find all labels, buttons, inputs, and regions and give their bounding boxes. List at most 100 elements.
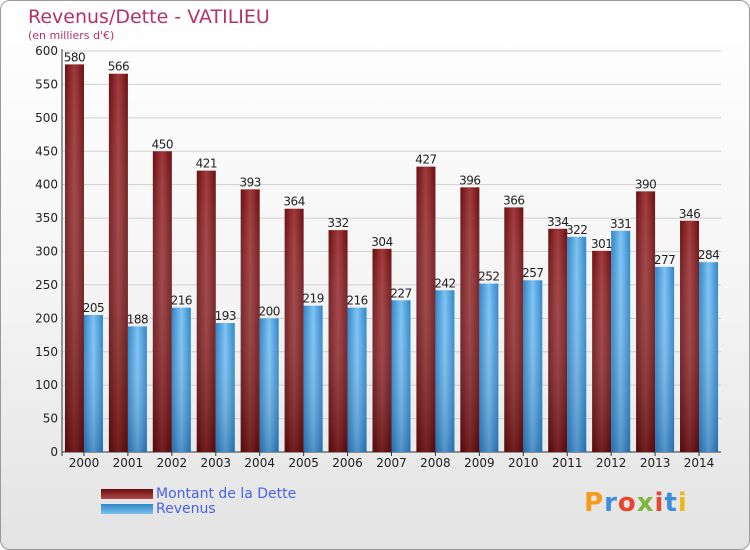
- data-label: 188: [127, 312, 148, 326]
- y-tick-label: 500: [35, 111, 58, 125]
- legend-swatch-revenue: [101, 504, 153, 514]
- data-label: 393: [239, 175, 260, 189]
- x-tick-label: 2008: [420, 456, 451, 470]
- bar-shade: [64, 64, 84, 452]
- bar-shade: [548, 228, 568, 452]
- data-label: 284: [698, 248, 719, 262]
- x-tick-label: 2005: [288, 456, 319, 470]
- bar-shade: [504, 207, 524, 452]
- bar-shade: [680, 220, 700, 452]
- legend-label-debt: Montant de la Dette: [156, 486, 297, 502]
- data-label: 216: [346, 294, 367, 308]
- x-tick-label: 2013: [640, 456, 671, 470]
- data-label: 364: [283, 195, 304, 209]
- bar-shade: [152, 151, 172, 452]
- data-label: 216: [171, 294, 192, 308]
- logo-letter: t: [664, 488, 678, 518]
- data-label: 304: [371, 235, 392, 249]
- y-tick-label: 200: [35, 311, 58, 325]
- bar-shade: [416, 166, 436, 452]
- bar-shade: [240, 189, 260, 452]
- x-tick-label: 2007: [376, 456, 407, 470]
- bar-shade: [259, 318, 279, 452]
- y-tick-label: 400: [35, 178, 58, 192]
- bar-shade: [83, 314, 103, 452]
- x-tick-label: 2003: [200, 456, 231, 470]
- x-tick-label: 2000: [69, 456, 100, 470]
- bar-shade: [196, 170, 216, 453]
- data-label: 301: [591, 237, 612, 251]
- proxiti-logo: Proxiti: [584, 488, 688, 518]
- bar-shade: [655, 266, 675, 452]
- logo-letter: i: [654, 488, 665, 518]
- data-label: 193: [215, 309, 236, 323]
- data-label: 257: [522, 266, 543, 280]
- data-label: 242: [434, 276, 455, 290]
- bar-shade: [171, 307, 191, 452]
- y-tick-label: 550: [35, 77, 58, 91]
- data-label: 200: [258, 304, 279, 318]
- x-tick-label: 2002: [157, 456, 188, 470]
- data-label: 427: [415, 153, 436, 167]
- data-label: 421: [196, 157, 217, 171]
- bar-shade: [328, 230, 348, 452]
- logo-letter: x: [636, 488, 655, 518]
- y-tick-label: 350: [35, 211, 58, 225]
- bar-shade: [215, 323, 235, 452]
- bar-shade: [479, 283, 499, 452]
- bar-shade: [303, 305, 323, 452]
- bar-shade: [636, 191, 656, 452]
- y-tick-label: 300: [35, 245, 58, 259]
- logo-letter: i: [677, 488, 688, 518]
- x-tick-label: 2012: [596, 456, 627, 470]
- bar-shade: [699, 262, 719, 452]
- chart-subtitle: (en milliers d'€): [28, 29, 115, 42]
- logo-letter: P: [584, 488, 605, 518]
- y-tick-label: 50: [43, 412, 58, 426]
- data-label: 205: [83, 301, 104, 315]
- data-label: 566: [108, 60, 129, 74]
- bar-shade: [435, 290, 455, 452]
- bar-shade: [372, 248, 392, 452]
- x-tick-label: 2014: [684, 456, 715, 470]
- x-tick-label: 2006: [332, 456, 363, 470]
- logo-letter: o: [617, 488, 637, 518]
- y-tick-label: 600: [35, 44, 58, 58]
- bar-shade: [592, 250, 612, 452]
- data-label: 331: [610, 217, 631, 231]
- x-tick-label: 2009: [464, 456, 495, 470]
- y-tick-label: 450: [35, 144, 58, 158]
- bar-shade: [391, 300, 411, 452]
- data-label: 252: [478, 270, 499, 284]
- chart-title: Revenus/Dette - VATILIEU: [28, 6, 270, 28]
- y-tick-label: 100: [35, 378, 58, 392]
- y-tick-label: 0: [50, 445, 58, 459]
- bar-shade: [127, 326, 147, 452]
- x-tick-label: 2001: [113, 456, 144, 470]
- y-tick-label: 250: [35, 278, 58, 292]
- x-tick-label: 2010: [508, 456, 539, 470]
- logo-letter: r: [604, 488, 618, 518]
- bar-shade: [567, 236, 587, 452]
- data-label: 366: [503, 193, 524, 207]
- y-tick-label: 150: [35, 345, 58, 359]
- data-label: 227: [390, 286, 411, 300]
- bar-shade: [284, 208, 304, 452]
- data-label: 450: [152, 137, 173, 151]
- data-label: 580: [64, 50, 85, 64]
- bar-shade: [523, 280, 543, 452]
- data-label: 390: [635, 177, 656, 191]
- legend-label-revenue: Revenus: [156, 501, 216, 517]
- data-label: 332: [327, 216, 348, 230]
- bar-shade: [611, 230, 631, 452]
- x-tick-label: 2004: [244, 456, 275, 470]
- data-label: 346: [679, 207, 700, 221]
- data-label: 277: [654, 253, 675, 267]
- data-label: 322: [566, 223, 587, 237]
- bar-shade: [347, 307, 367, 452]
- x-tick-label: 2011: [552, 456, 583, 470]
- bar-shade: [108, 73, 128, 453]
- data-label: 396: [459, 173, 480, 187]
